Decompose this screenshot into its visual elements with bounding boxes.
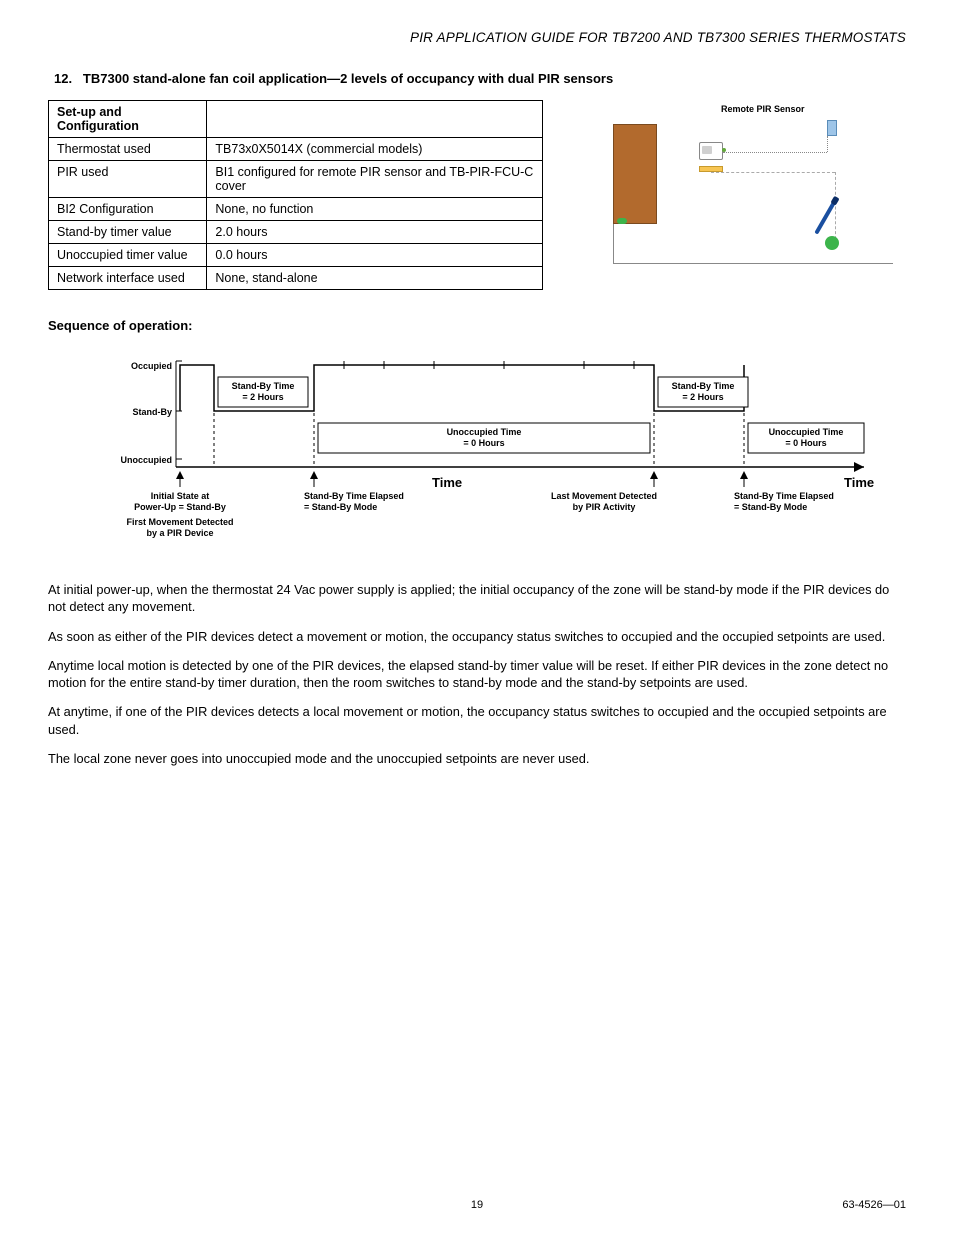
table-header-row: Set-up and Configuration xyxy=(49,101,543,138)
timing-chart-svg: Occupied Stand-By Unoccupied Stand-By Ti… xyxy=(84,347,884,557)
box-unocc2-l2: = 0 Hours xyxy=(785,438,826,448)
config-label: Stand-by timer value xyxy=(49,221,207,244)
table-row: BI2 ConfigurationNone, no function xyxy=(49,198,543,221)
box-standby2-l2: = 2 Hours xyxy=(682,392,723,402)
anno3-l2: by PIR Activity xyxy=(573,502,636,512)
anno2-l1: Stand-By Time Elapsed xyxy=(304,491,404,501)
config-label: Unoccupied timer value xyxy=(49,244,207,267)
anno3-l1: Last Movement Detected xyxy=(551,491,657,501)
config-value: BI1 configured for remote PIR sensor and… xyxy=(207,161,543,198)
box-standby1-l2: = 2 Hours xyxy=(242,392,283,402)
door-icon xyxy=(613,124,657,224)
config-label: BI2 Configuration xyxy=(49,198,207,221)
table-row: Thermostat usedTB73x0X5014X (commercial … xyxy=(49,138,543,161)
config-value: 0.0 hours xyxy=(207,244,543,267)
section-title-text: TB7300 stand-alone fan coil application—… xyxy=(83,71,613,86)
wire-icon xyxy=(835,172,836,244)
page-number: 19 xyxy=(471,1199,483,1211)
time-label-2: Time xyxy=(844,475,874,490)
anno1-l3: First Movement Detected xyxy=(126,517,233,527)
pir-sensor-label: Remote PIR Sensor xyxy=(721,104,805,114)
top-row: Set-up and Configuration Thermostat used… xyxy=(48,100,906,290)
config-label: Network interface used xyxy=(49,267,207,290)
body-text: At initial power-up, when the thermostat… xyxy=(48,581,906,767)
thermostat-icon xyxy=(699,142,723,160)
y-label-standby: Stand-By xyxy=(132,407,172,417)
config-label: PIR used xyxy=(49,161,207,198)
section-number: 12. xyxy=(54,71,72,86)
box-standby1-l1: Stand-By Time xyxy=(232,381,295,391)
table-header-left: Set-up and Configuration xyxy=(49,101,207,138)
anno1-l2: Power-Up = Stand-By xyxy=(134,502,226,512)
pir-sensor-icon xyxy=(827,120,837,136)
box-unocc2-l1: Unoccupied Time xyxy=(769,427,844,437)
config-value: None, stand-alone xyxy=(207,267,543,290)
y-label-occupied: Occupied xyxy=(131,361,172,371)
section-heading: 12. TB7300 stand-alone fan coil applicat… xyxy=(48,71,906,86)
paragraph: As soon as either of the PIR devices det… xyxy=(48,628,906,645)
page-header: PIR APPLICATION GUIDE FOR TB7200 AND TB7… xyxy=(48,30,906,45)
table-row: Unoccupied timer value0.0 hours xyxy=(49,244,543,267)
occupant-dot-icon xyxy=(825,236,839,250)
box-unocc1-l2: = 0 Hours xyxy=(463,438,504,448)
paragraph: At initial power-up, when the thermostat… xyxy=(48,581,906,616)
doc-number: 63-4526—01 xyxy=(842,1199,906,1211)
box-unocc1-l1: Unoccupied Time xyxy=(447,427,522,437)
door-handle-icon xyxy=(617,218,627,224)
wire-icon xyxy=(723,152,827,153)
anno2-l2: = Stand-By Mode xyxy=(304,502,377,512)
box-standby2-l1: Stand-By Time xyxy=(672,381,735,391)
anno1-l1: Initial State at xyxy=(151,491,210,501)
table-row: Stand-by timer value2.0 hours xyxy=(49,221,543,244)
sequence-heading: Sequence of operation: xyxy=(48,318,906,333)
paragraph: The local zone never goes into unoccupie… xyxy=(48,750,906,767)
anno4-l2: = Stand-By Mode xyxy=(734,502,807,512)
wire-icon xyxy=(711,172,835,173)
paragraph: Anytime local motion is detected by one … xyxy=(48,657,906,692)
arrowhead-icon xyxy=(854,462,864,472)
timing-diagram: Occupied Stand-By Unoccupied Stand-By Ti… xyxy=(84,347,906,557)
anno4-l1: Stand-By Time Elapsed xyxy=(734,491,834,501)
table-header-right xyxy=(207,101,543,138)
config-value: TB73x0X5014X (commercial models) xyxy=(207,138,543,161)
config-value: 2.0 hours xyxy=(207,221,543,244)
time-label-1: Time xyxy=(432,475,462,490)
y-label-unoccupied: Unoccupied xyxy=(120,455,172,465)
wire-icon xyxy=(827,136,828,152)
config-value: None, no function xyxy=(207,198,543,221)
anno1-l4: by a PIR Device xyxy=(146,528,213,538)
paragraph: At anytime, if one of the PIR devices de… xyxy=(48,703,906,738)
table-row: Network interface usedNone, stand-alone xyxy=(49,267,543,290)
page-footer: 19 63-4526—01 xyxy=(48,1199,906,1211)
room-diagram: Remote PIR Sensor xyxy=(573,100,906,280)
config-label: Thermostat used xyxy=(49,138,207,161)
table-row: PIR usedBI1 configured for remote PIR se… xyxy=(49,161,543,198)
config-table: Set-up and Configuration Thermostat used… xyxy=(48,100,543,290)
